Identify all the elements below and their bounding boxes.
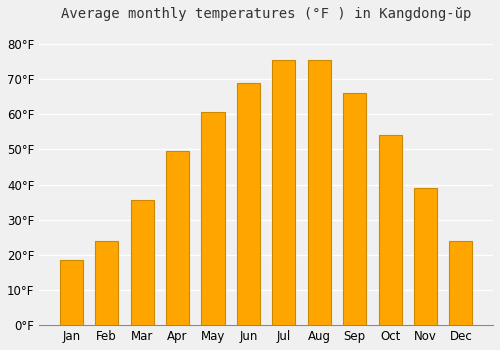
Bar	[308, 60, 331, 325]
Bar	[60, 260, 83, 325]
Bar	[414, 188, 437, 325]
Bar	[343, 93, 366, 325]
Bar	[202, 112, 224, 325]
Bar	[237, 83, 260, 325]
Bar	[130, 200, 154, 325]
Bar	[272, 60, 295, 325]
Title: Average monthly temperatures (°F ) in Kangdong-ŭp: Average monthly temperatures (°F ) in Ka…	[61, 7, 472, 21]
Bar	[450, 241, 472, 325]
Bar	[378, 135, 402, 325]
Bar	[95, 241, 118, 325]
Bar	[166, 151, 189, 325]
